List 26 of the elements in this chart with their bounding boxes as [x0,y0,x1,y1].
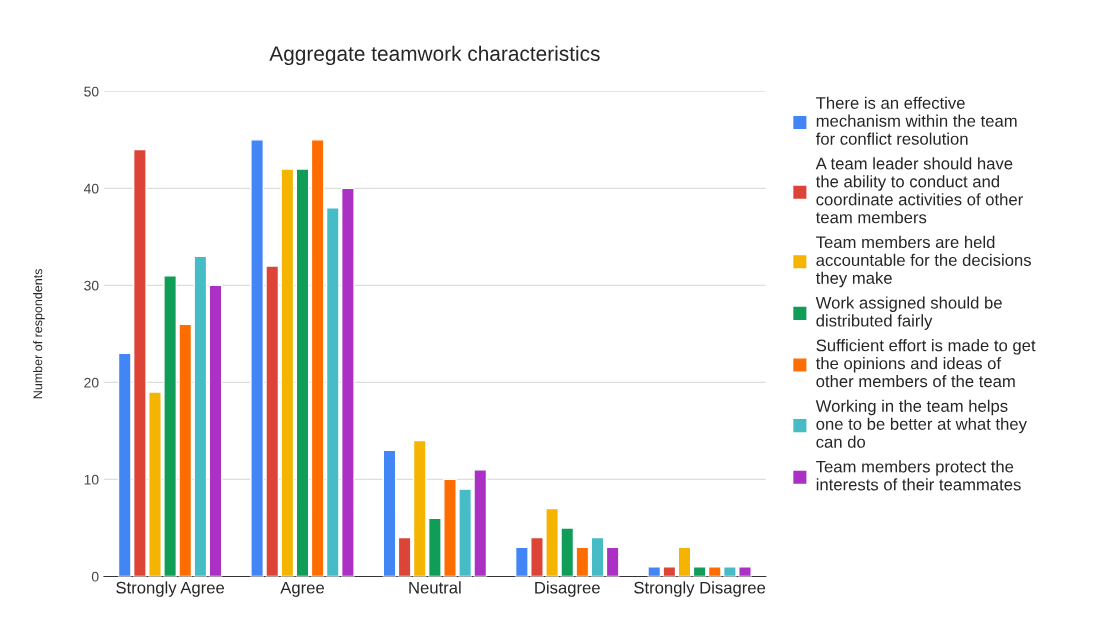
x-tick-label: Strongly Agree [116,581,225,597]
y-tick-label: 40 [83,183,99,194]
legend-label: Work assigned should be distributed fairly [815,296,1002,330]
bar [677,546,692,577]
legend-label: Sufficient effort is made to get the opinions and ideas of other members of the team [815,339,1036,388]
y-tick-label: 50 [84,86,99,97]
bar [295,168,310,577]
x-tick-label: Strongly Disagree [634,581,766,597]
y-tick-label: 10 [84,474,99,485]
bar [590,536,605,577]
legend-label: Team members are held accountable for the decisions they make [815,235,1031,288]
legend-label: A team leader should have the ability to conduct and coordinate activities of other team members [815,157,1023,224]
x-tick-label: Agree [280,581,324,597]
y-tick-label: 0 [91,571,99,582]
chart-title: Aggregate teamwork characteristics [269,45,600,66]
legend-label: Team members protect the interests of their teammates [816,460,1021,491]
y-tick-label: 20 [84,377,99,388]
x-tick-label: Neutral [409,581,461,594]
legend-label: There is an effective mechanism within the team for conflict resolution [815,96,1017,145]
y-tick-label: 30 [84,280,99,291]
legend-label: Working in the team helps one to be better at what they can do [815,399,1027,448]
x-tick-label: Disagree [535,581,600,597]
bar [605,546,620,577]
bar [382,449,397,577]
y-axis-title: Number of respondents [33,269,45,399]
bar [208,284,223,577]
